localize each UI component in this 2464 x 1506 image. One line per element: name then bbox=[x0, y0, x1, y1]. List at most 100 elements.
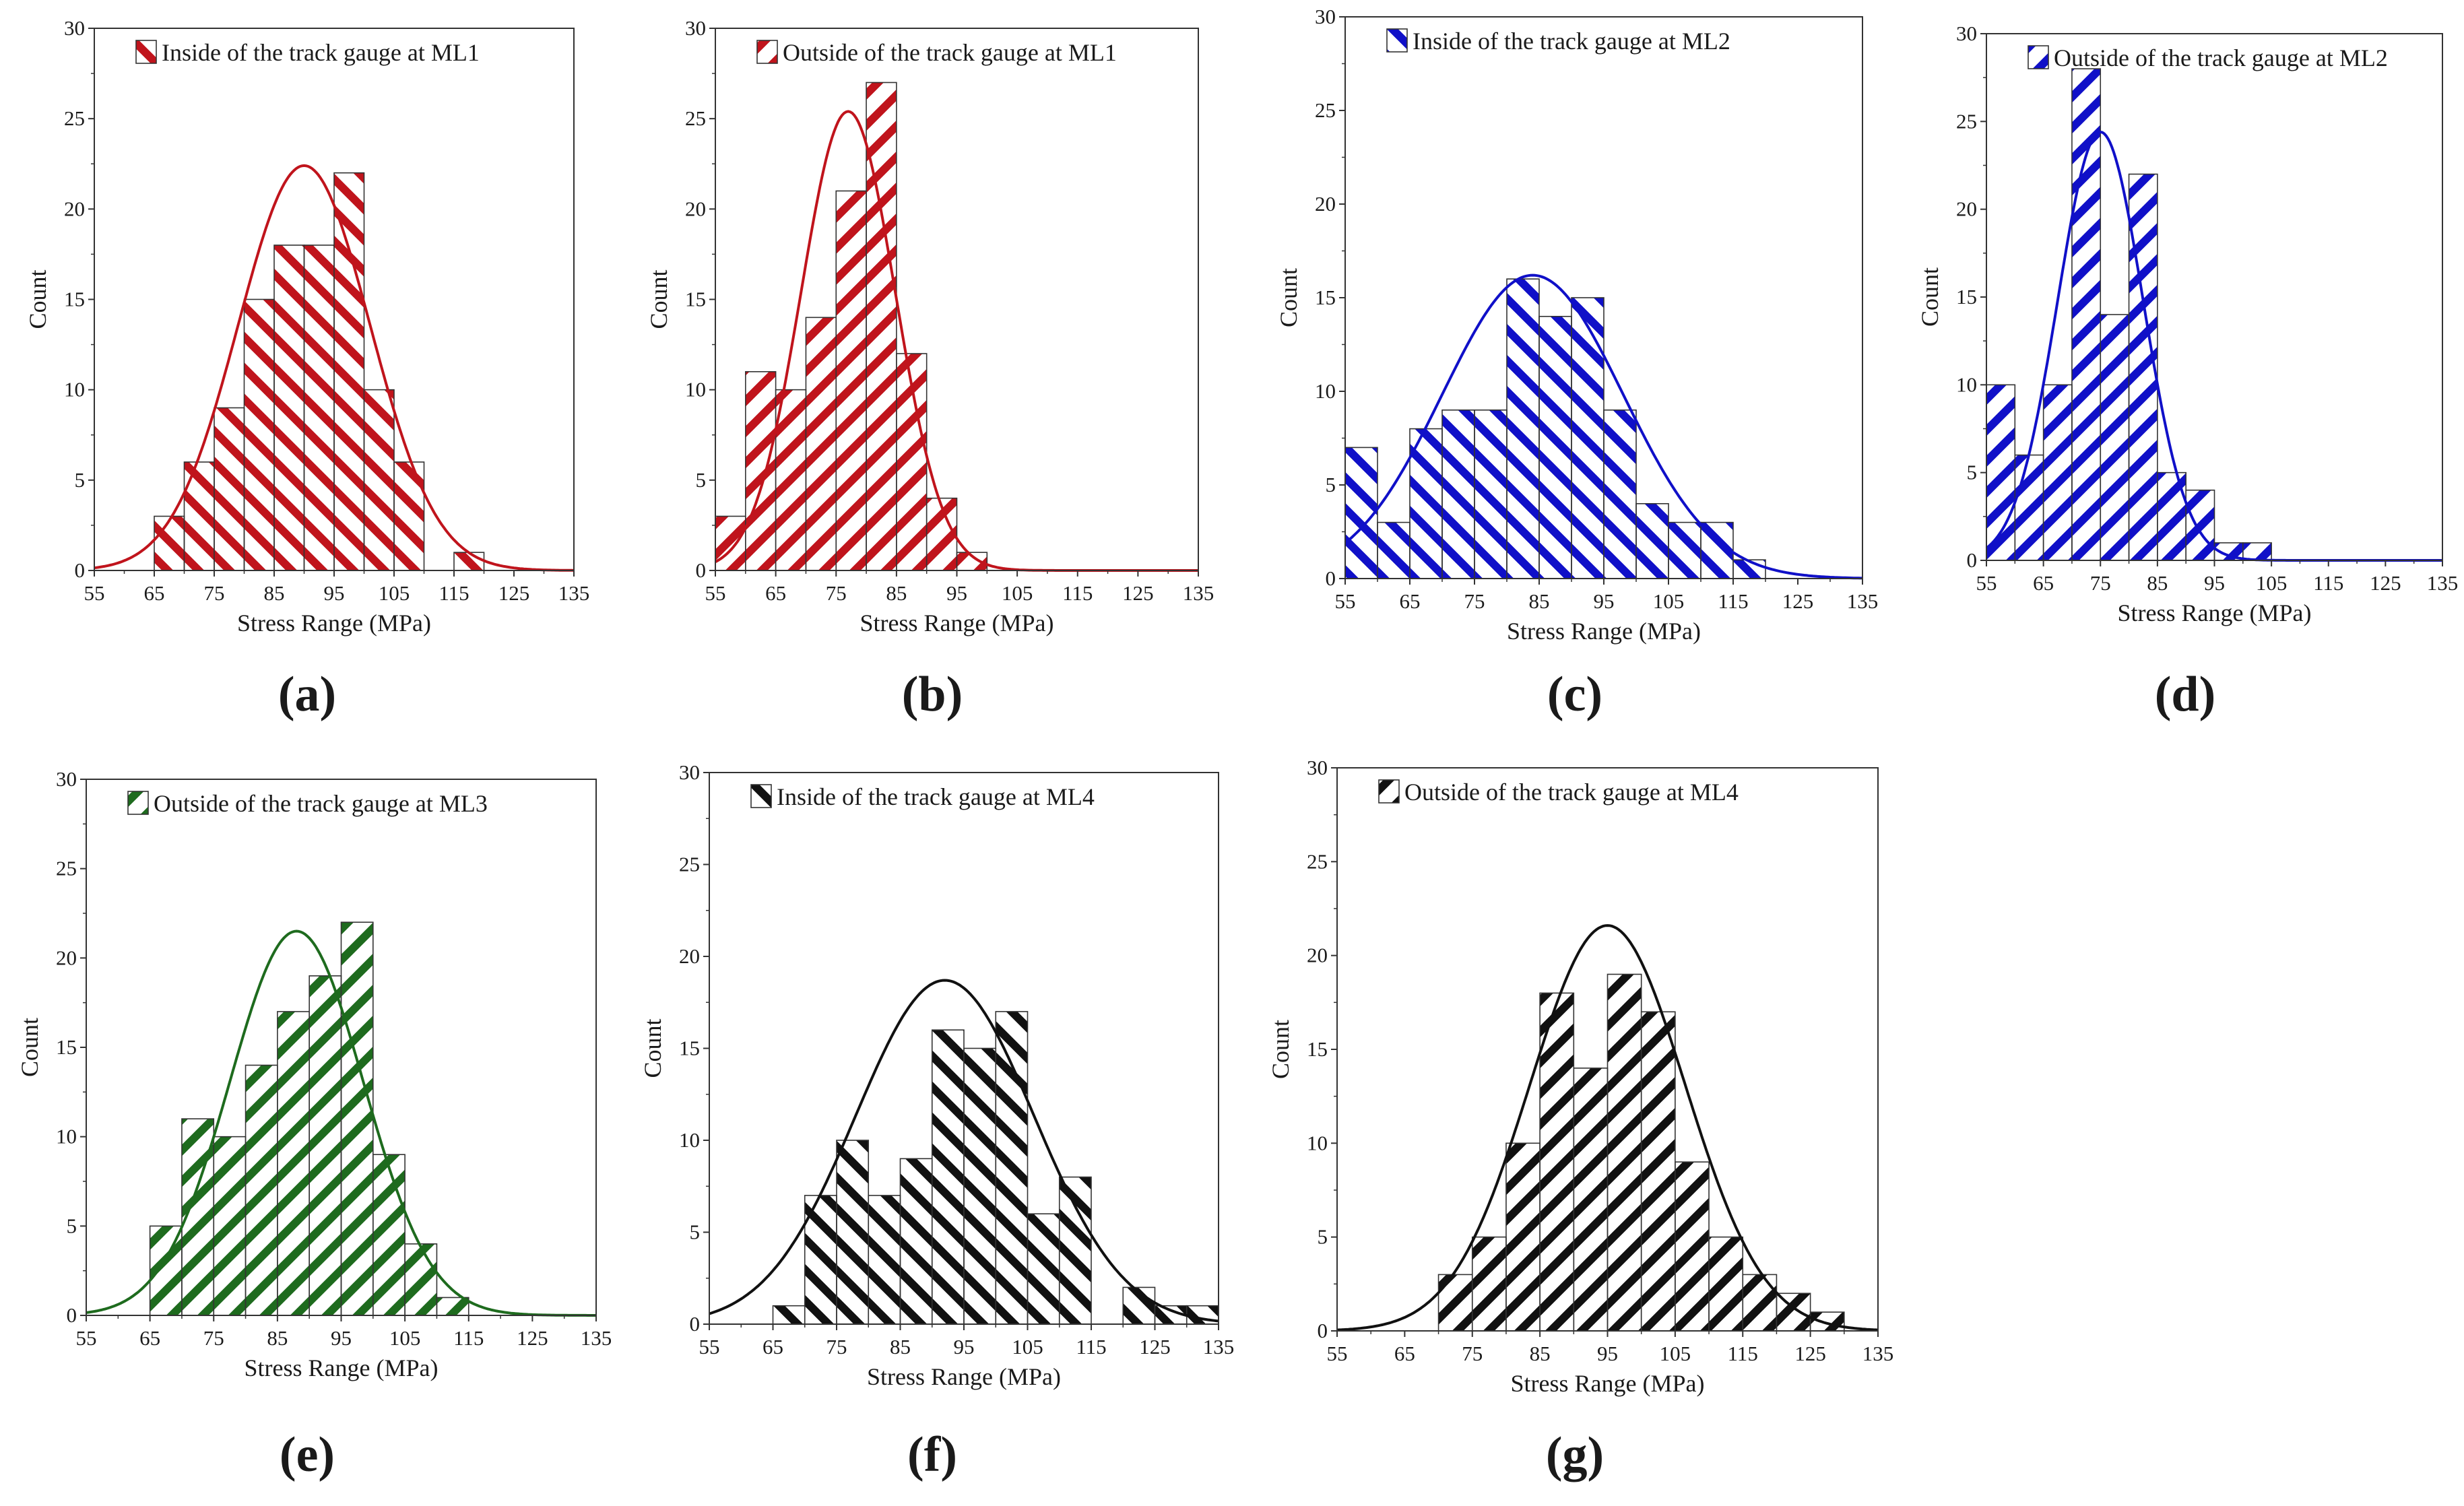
x-axis-label: Stress Range (MPa) bbox=[245, 1354, 439, 1381]
y-tick-label: 30 bbox=[679, 760, 700, 784]
panel-a: 55 65 75 85 95 105 115 125 135 0 5 10 15 20 25 30 Stress… bbox=[24, 16, 589, 636]
panel-e: 55 65 75 85 95 105 115 125 135 0 5 10 15 20 25 30 Stress… bbox=[16, 767, 612, 1381]
histogram-bar bbox=[213, 1136, 247, 1316]
panel-f: 55 65 75 85 95 105 115 125 135 0 5 10 15 20 25 30 Stress… bbox=[639, 760, 1234, 1390]
histogram-bar bbox=[404, 1243, 438, 1316]
y-tick-label: 20 bbox=[679, 944, 700, 968]
y-tick-label: 5 bbox=[696, 468, 707, 492]
fit-curve bbox=[86, 929, 596, 1317]
histogram-bar bbox=[214, 407, 245, 571]
y-tick-label: 15 bbox=[1307, 1037, 1328, 1061]
x-tick-label: 75 bbox=[2090, 571, 2111, 595]
y-axis-label: Count bbox=[1916, 267, 1943, 327]
y-tick-label: 20 bbox=[1956, 197, 1977, 221]
x-tick-label: 135 bbox=[2427, 571, 2459, 595]
x-tick-label: 135 bbox=[581, 1326, 612, 1350]
y-tick-label: 25 bbox=[679, 853, 700, 876]
y-tick-label: 10 bbox=[1315, 379, 1336, 403]
histogram-bar bbox=[995, 1011, 1029, 1325]
x-tick-label: 135 bbox=[1862, 1342, 1894, 1365]
histogram-bar bbox=[453, 552, 485, 571]
x-tick-label: 95 bbox=[331, 1326, 352, 1350]
x-tick-label: 115 bbox=[1062, 581, 1093, 605]
panel-label: (d) bbox=[2155, 667, 2215, 722]
y-tick-label: 0 bbox=[1326, 566, 1336, 590]
x-tick-label: 55 bbox=[705, 581, 726, 605]
y-tick-label: 10 bbox=[1307, 1131, 1328, 1154]
panel-label: (g) bbox=[1546, 1427, 1604, 1482]
y-axis-label: Count bbox=[645, 269, 672, 329]
x-tick-label: 105 bbox=[1660, 1342, 1691, 1365]
y-tick-label: 30 bbox=[56, 767, 77, 791]
histogram-bar bbox=[1538, 315, 1572, 579]
x-tick-label: 75 bbox=[204, 581, 225, 605]
x-tick-label: 75 bbox=[203, 1326, 224, 1350]
histogram-bar bbox=[1344, 447, 1378, 579]
legend-swatch bbox=[127, 791, 149, 815]
y-tick-label: 15 bbox=[1315, 286, 1336, 309]
x-tick-label: 125 bbox=[498, 581, 530, 605]
y-tick-label: 15 bbox=[1956, 285, 1977, 308]
histogram-bar bbox=[277, 1011, 310, 1316]
y-tick-label: 20 bbox=[64, 197, 85, 220]
fit-curve bbox=[1344, 273, 1862, 580]
histogram-bar bbox=[899, 1158, 933, 1325]
legend-label: Inside of the track gauge at ML2 bbox=[1413, 28, 1730, 55]
x-tick-label: 55 bbox=[699, 1335, 720, 1358]
legend-swatch bbox=[135, 40, 157, 64]
y-tick-label: 0 bbox=[75, 558, 86, 582]
y-axis-label: Count bbox=[1275, 268, 1302, 327]
fit-curve bbox=[94, 164, 575, 572]
y-tick-label: 10 bbox=[1956, 372, 1977, 396]
histogram-bar bbox=[835, 190, 867, 571]
histogram-bar bbox=[1573, 1068, 1609, 1332]
y-tick-label: 15 bbox=[64, 288, 85, 311]
x-tick-label: 125 bbox=[1782, 589, 1814, 613]
histogram-bar bbox=[245, 1064, 278, 1316]
y-tick-label: 5 bbox=[75, 468, 86, 492]
x-tick-label: 135 bbox=[558, 581, 590, 605]
histogram-bar bbox=[1675, 1161, 1710, 1332]
histogram-bar bbox=[2185, 489, 2215, 561]
x-tick-label: 115 bbox=[1076, 1335, 1106, 1358]
y-tick-label: 10 bbox=[56, 1125, 77, 1148]
y-tick-label: 0 bbox=[67, 1303, 77, 1327]
y-tick-label: 0 bbox=[690, 1312, 701, 1336]
x-tick-label: 65 bbox=[139, 1326, 160, 1350]
histogram-bar bbox=[1742, 1274, 1778, 1332]
y-tick-label: 10 bbox=[679, 1128, 700, 1152]
y-tick-label: 30 bbox=[1307, 756, 1328, 779]
x-tick-label: 95 bbox=[1597, 1342, 1618, 1365]
histogram-bar bbox=[243, 298, 275, 571]
histogram-bar bbox=[1607, 973, 1642, 1332]
y-axis-label: Count bbox=[16, 1018, 43, 1077]
x-axis-label: Stress Range (MPa) bbox=[1507, 618, 1701, 645]
histogram-bar bbox=[1708, 1236, 1744, 1332]
y-tick-label: 30 bbox=[1315, 5, 1336, 28]
x-tick-label: 125 bbox=[2370, 571, 2401, 595]
histogram-bar bbox=[868, 1195, 901, 1325]
x-tick-label: 65 bbox=[144, 581, 165, 605]
histogram-bar bbox=[2014, 454, 2044, 561]
histogram-bar bbox=[183, 461, 215, 571]
legend-swatch bbox=[2028, 45, 2049, 69]
x-tick-label: 95 bbox=[946, 581, 967, 605]
histogram-bar bbox=[309, 975, 342, 1316]
x-tick-label: 115 bbox=[1718, 589, 1748, 613]
x-tick-label: 135 bbox=[1203, 1335, 1235, 1358]
x-tick-label: 85 bbox=[267, 1326, 288, 1350]
x-tick-label: 55 bbox=[76, 1326, 97, 1350]
x-tick-label: 85 bbox=[264, 581, 285, 605]
histogram-bar bbox=[1668, 521, 1701, 579]
y-tick-label: 15 bbox=[56, 1035, 77, 1059]
x-tick-label: 85 bbox=[886, 581, 907, 605]
x-axis-label: Stress Range (MPa) bbox=[2118, 599, 2312, 626]
x-tick-label: 65 bbox=[765, 581, 786, 605]
fit-curve bbox=[1336, 924, 1879, 1332]
histogram-bar bbox=[372, 1154, 406, 1316]
histogram-bar bbox=[273, 244, 305, 571]
x-tick-label: 105 bbox=[1653, 589, 1685, 613]
y-tick-label: 0 bbox=[1318, 1319, 1328, 1342]
x-axis-label: Stress Range (MPa) bbox=[860, 610, 1054, 636]
histogram-bar bbox=[866, 81, 897, 571]
